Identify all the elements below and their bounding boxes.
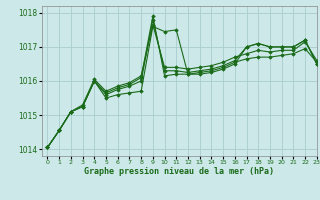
X-axis label: Graphe pression niveau de la mer (hPa): Graphe pression niveau de la mer (hPa)	[84, 167, 274, 176]
